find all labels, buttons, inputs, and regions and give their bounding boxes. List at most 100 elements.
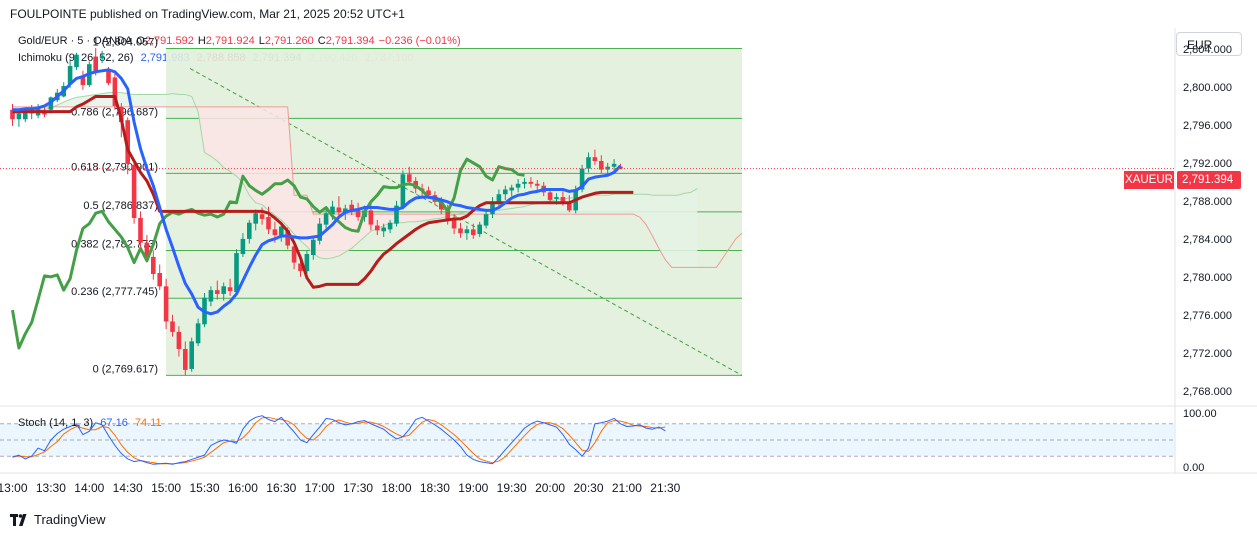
candle-body <box>515 183 521 188</box>
candle-body <box>279 226 284 236</box>
candle <box>259 207 265 225</box>
time-tick-label[interactable]: 15:30 <box>189 481 219 495</box>
time-tick-label[interactable]: 17:00 <box>305 481 335 495</box>
candle <box>55 88 60 103</box>
symbol-name[interactable]: Gold/EUR · 5 · OANDA <box>18 35 133 47</box>
tradingview-logo-icon <box>10 513 27 526</box>
candle-body <box>87 64 92 86</box>
time-tick-label[interactable]: 20:30 <box>573 481 603 495</box>
candle <box>458 222 463 238</box>
candle <box>547 188 553 204</box>
candle <box>157 264 162 291</box>
candle-body <box>611 163 617 167</box>
candle <box>131 161 137 224</box>
candle <box>471 223 476 239</box>
candle <box>227 278 233 296</box>
time-tick-label[interactable]: 21:00 <box>612 481 642 495</box>
candle <box>221 282 226 301</box>
candle-body <box>451 219 457 229</box>
candle-body <box>426 190 431 196</box>
fib-level-label: 0.618 (2,790.901) <box>71 161 158 173</box>
candle <box>119 103 124 138</box>
candle-body <box>330 206 335 215</box>
candle <box>138 211 143 249</box>
candle <box>413 177 418 194</box>
time-tick-label[interactable]: 17:30 <box>343 481 373 495</box>
time-tick-label[interactable]: 13:00 <box>0 481 28 495</box>
candle-body <box>16 113 22 120</box>
stochastic-pane[interactable]: 100.00 0.00 <box>0 408 1217 474</box>
fib-level-label: 0.382 (2,782.773) <box>71 239 158 251</box>
price-axis[interactable]: 2,804.0002,800.0002,796.0002,792.0002,78… <box>0 28 1257 474</box>
candle <box>272 221 278 243</box>
kumo-bearish <box>198 106 461 259</box>
candle-body <box>394 205 399 224</box>
candle-body <box>35 106 41 116</box>
price-tick-label: 2,792.000 <box>1183 158 1232 170</box>
candle <box>394 200 399 227</box>
stoch-legend: Stoch (14, 1, 3) 67.16 74.11 <box>18 417 166 429</box>
candle-body <box>138 217 143 243</box>
time-tick-label[interactable]: 18:30 <box>420 481 450 495</box>
open-value: 2,791.592 <box>144 35 194 47</box>
close-label: C <box>317 35 326 47</box>
time-tick-label[interactable]: 16:30 <box>266 481 296 495</box>
ichimoku-span-b-value: 2,787.100 <box>364 52 414 64</box>
ichimoku-label[interactable]: Ichimoku (9, 26, 52, 26) <box>18 52 134 64</box>
candle-body <box>42 110 47 115</box>
stoch-label[interactable]: Stoch (14, 1, 3) <box>18 417 94 429</box>
footer-brand-label: TradingView <box>34 512 106 527</box>
candle-body <box>151 256 156 274</box>
candle <box>343 204 348 220</box>
time-tick-label[interactable]: 16:00 <box>228 481 258 495</box>
candle-body <box>234 253 239 293</box>
time-tick-label[interactable]: 19:00 <box>458 481 488 495</box>
candle <box>573 185 578 214</box>
candle-body <box>618 166 623 169</box>
candle-body <box>202 297 207 325</box>
candle-body <box>343 208 348 214</box>
time-tick-label[interactable]: 13:30 <box>36 481 66 495</box>
candle-body <box>67 66 73 85</box>
candle-body <box>522 181 527 184</box>
candle-body <box>227 287 233 292</box>
candle <box>266 206 271 235</box>
time-tick-label[interactable]: 14:30 <box>113 481 143 495</box>
candle <box>279 222 284 242</box>
candle-body <box>285 230 290 246</box>
candle <box>355 202 361 221</box>
candle <box>618 163 623 170</box>
candle-body <box>112 77 118 106</box>
candle-body <box>387 222 393 230</box>
time-axis[interactable]: 13:00 13:30 14:00 14:30 15:00 15:30 16:00 16:30… <box>0 481 681 495</box>
time-tick-label[interactable]: 19:30 <box>497 481 527 495</box>
chikou-span-line <box>11 157 525 350</box>
candle <box>16 110 22 127</box>
footer-brand[interactable]: TradingView <box>10 512 106 527</box>
candle-body <box>413 180 418 189</box>
candle-body <box>599 161 604 170</box>
fibonacci-retracement[interactable]: 1 (2,804.057)0.786 (2,796.687)0.618 (2,7… <box>71 36 743 376</box>
candle <box>106 67 111 86</box>
candle <box>535 180 540 192</box>
candle-body <box>208 290 214 302</box>
price-tick-label: 2,776.000 <box>1183 310 1232 322</box>
kijun-sen-line <box>12 94 634 289</box>
candle <box>42 106 47 118</box>
candle <box>560 191 566 206</box>
time-tick-label[interactable]: 15:00 <box>151 481 181 495</box>
candle <box>522 178 527 189</box>
time-tick-label[interactable]: 20:00 <box>535 481 565 495</box>
candle-body <box>247 222 252 239</box>
time-tick-label[interactable]: 18:00 <box>381 481 411 495</box>
time-tick-label[interactable]: 14:00 <box>74 481 104 495</box>
candle-body <box>567 201 572 211</box>
candle-body <box>458 228 463 234</box>
candle <box>323 207 329 229</box>
currency-button[interactable]: EUR <box>1176 32 1242 56</box>
candle-body <box>547 192 553 200</box>
candle-body <box>381 227 386 232</box>
time-tick-label[interactable]: 21:30 <box>650 481 680 495</box>
price-tick-label: 2,780.000 <box>1183 272 1232 284</box>
